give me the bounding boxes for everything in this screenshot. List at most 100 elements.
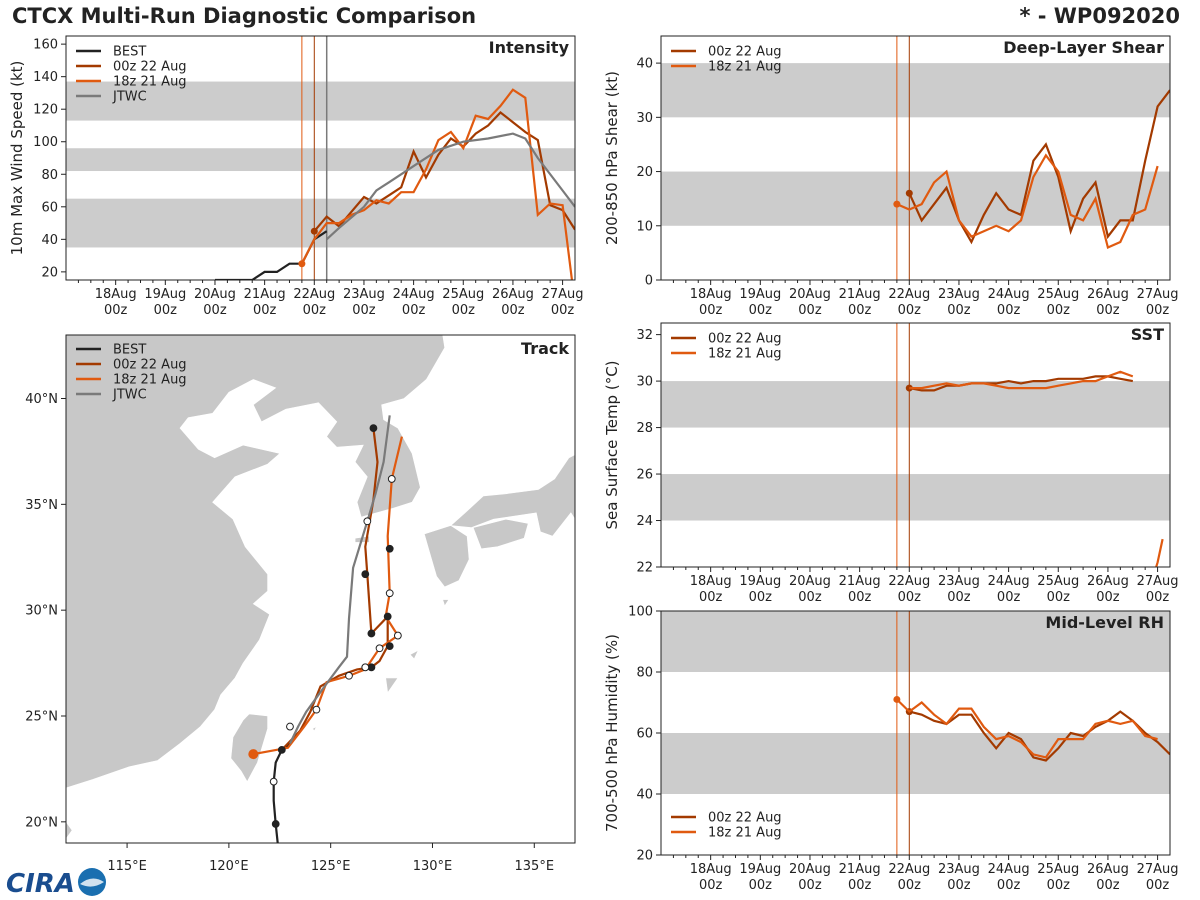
legend-label: 00z 22 Aug (708, 332, 782, 347)
legend-label: BEST (113, 343, 146, 358)
y-tick-label: 30 (636, 375, 653, 390)
x-tick-label: 115°E (107, 859, 147, 874)
x-tick-hour: 00z (1146, 878, 1170, 893)
legend-label: JTWC (112, 90, 147, 105)
track-point (248, 749, 259, 760)
y-tick-label: 140 (33, 70, 58, 85)
x-tick-hour: 00z (1047, 878, 1071, 893)
x-tick-hour: 00z (848, 590, 872, 605)
legend-label: 18z 21 Aug (708, 60, 782, 75)
series-start-marker (298, 260, 306, 268)
x-tick-date: 20Aug (194, 287, 236, 302)
plot-frame (660, 322, 1171, 568)
y-tick-label: 20 (636, 165, 653, 180)
y-tick-label: 22 (636, 561, 653, 576)
panel-track: 115°E 120°E 125°E 130°E 135°E 20°N 25°N 30°N 35°… (25, 334, 576, 874)
x-tick-date: 22Aug (293, 287, 335, 302)
x-tick-date: 18Aug (690, 574, 732, 589)
y-axis-label: Sea Surface Temp (°C) (603, 360, 621, 529)
x-tick-date: 19Aug (739, 574, 781, 589)
legend-label: 18z 21 Aug (708, 347, 782, 362)
track-point (393, 631, 402, 640)
x-tick-date: 27Aug (1137, 574, 1179, 589)
x-tick-hour: 00z (154, 303, 178, 318)
x-tick-hour: 00z (1096, 303, 1120, 318)
panel-sst: 22242628303218Aug00z19Aug00z20Aug00z21Au… (603, 322, 1179, 605)
y-tick-label: 100 (33, 135, 58, 150)
shade-band (661, 733, 1170, 794)
x-tick-hour: 00z (1096, 878, 1120, 893)
x-tick-date: 24Aug (393, 287, 435, 302)
y-tick-label: 160 (33, 38, 58, 53)
x-tick-date: 21Aug (839, 287, 881, 302)
x-tick-hour: 00z (303, 303, 327, 318)
x-tick-hour: 00z (749, 303, 773, 318)
track-point (277, 745, 286, 754)
series-line (325, 132, 575, 241)
series-line (300, 88, 574, 280)
y-tick-label: 20 (636, 849, 653, 864)
x-tick-date: 19Aug (144, 287, 186, 302)
legend-label: 00z 22 Aug (113, 60, 187, 75)
amami (409, 649, 419, 660)
x-tick-hour: 00z (947, 878, 971, 893)
track-point (286, 722, 294, 731)
y-tick-label: 20°N (25, 815, 58, 830)
x-tick-hour: 00z (1096, 590, 1120, 605)
y-tick-label: 32 (636, 328, 653, 343)
honshu (450, 451, 575, 537)
y-tick-label: 25°N (25, 710, 58, 725)
x-tick-label: 120°E (209, 859, 249, 874)
x-tick-date: 20Aug (789, 862, 831, 877)
y-tick-label: 80 (636, 666, 653, 681)
legend-label: 18z 21 Aug (113, 75, 187, 90)
x-tick-hour: 00z (1146, 590, 1170, 605)
track-line (289, 415, 391, 744)
y-tick-label: 28 (636, 421, 653, 436)
legend-label: 00z 22 Aug (113, 358, 187, 373)
legend-label: JTWC (112, 388, 147, 403)
shikoku (472, 518, 529, 550)
y-tick-label: 30 (636, 111, 653, 126)
x-tick-date: 27Aug (1137, 862, 1179, 877)
panel-title: SST (1131, 325, 1164, 344)
track-point (385, 642, 394, 651)
x-tick-hour: 00z (749, 878, 773, 893)
okinawa (385, 677, 399, 694)
cira-logo: CIRA (6, 868, 106, 898)
series-start-marker (905, 384, 913, 392)
x-tick-hour: 00z (848, 303, 872, 318)
x-tick-date: 26Aug (492, 287, 534, 302)
x-tick-date: 22Aug (888, 862, 930, 877)
track-point (312, 705, 321, 714)
series-start-marker (893, 695, 901, 703)
track-point (383, 612, 392, 621)
y-tick-label: 40 (636, 57, 653, 72)
x-tick-date: 27Aug (1137, 287, 1179, 302)
x-tick-date: 23Aug (938, 574, 980, 589)
series-line (909, 710, 1170, 762)
y-tick-label: 120 (33, 103, 58, 118)
x-tick-hour: 00z (104, 303, 128, 318)
y-axis-label: 200-850 hPa Shear (kt) (603, 71, 621, 245)
track-point (375, 644, 384, 653)
x-tick-date: 23Aug (343, 287, 385, 302)
series-line (909, 370, 1134, 390)
series-line (1155, 538, 1164, 567)
y-tick-label: 26 (636, 468, 653, 483)
legend-label: 18z 21 Aug (708, 826, 782, 841)
legend-label: 18z 21 Aug (113, 373, 187, 388)
legend-label: 00z 22 Aug (708, 45, 782, 60)
panel-title: Track (521, 339, 569, 358)
y-tick-label: 40 (636, 788, 653, 803)
x-tick-hour: 00z (1047, 303, 1071, 318)
track-point (387, 475, 396, 483)
y-axis-label: 700-500 hPa Humidity (%) (603, 634, 621, 832)
shade-band (66, 81, 575, 121)
hainan (66, 821, 73, 840)
legend-label: 00z 22 Aug (708, 811, 782, 826)
x-tick-date: 24Aug (988, 287, 1030, 302)
track-point (361, 570, 370, 579)
ishigaki (311, 725, 318, 732)
